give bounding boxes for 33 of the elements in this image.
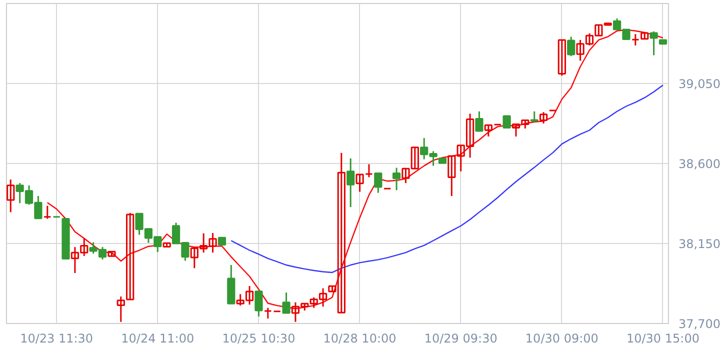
candlestick xyxy=(475,110,484,132)
x-tick-label: 10/29 09:30 xyxy=(424,332,498,346)
candlestick xyxy=(6,178,15,213)
x-tick-label: 10/24 11:00 xyxy=(121,332,194,346)
candlestick xyxy=(116,296,125,323)
candlestick xyxy=(558,39,566,76)
y-tick-label: 38,600 xyxy=(678,157,720,171)
candlestick xyxy=(254,290,263,318)
candlestick xyxy=(126,212,134,300)
y-tick-label: 38,150 xyxy=(678,237,720,251)
candlestick xyxy=(282,292,290,314)
line-series xyxy=(230,84,664,274)
candlestick xyxy=(43,205,52,220)
candlestick xyxy=(364,163,374,178)
candlestick xyxy=(567,36,576,57)
candlestick xyxy=(374,172,382,194)
candlestick xyxy=(346,158,355,208)
y-tick-label: 39,050 xyxy=(678,77,720,91)
candlestick xyxy=(650,30,658,56)
x-tick-label: 10/30 15:00 xyxy=(626,332,700,346)
candlestick xyxy=(484,124,492,138)
candlestick xyxy=(530,110,538,123)
candlestick xyxy=(356,174,364,193)
candlestick xyxy=(264,307,272,320)
y-tick-label: 37,700 xyxy=(678,317,720,331)
candlestick xyxy=(392,167,401,191)
x-tick-label: 10/28 10:00 xyxy=(323,332,396,346)
x-tick-label: 10/25 10:30 xyxy=(222,332,296,346)
x-tick-label: 10/23 11:30 xyxy=(20,332,94,346)
candlestick xyxy=(502,115,511,129)
x-tick-label: 10/30 09:00 xyxy=(525,332,598,346)
candlestick xyxy=(631,33,640,46)
candlestick xyxy=(539,111,548,124)
